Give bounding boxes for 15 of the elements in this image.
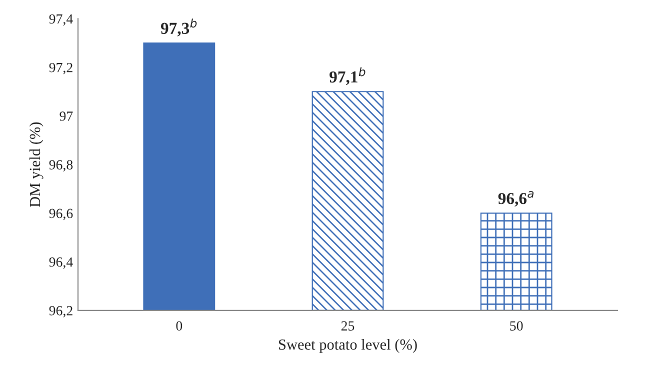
data-label: 96,6$^{a}$ [498, 191, 534, 207]
y-tick-label: 96,8 [49, 160, 73, 172]
y-tick-label: 97,2 [49, 62, 72, 74]
y-tick-label: 96,6 [49, 208, 73, 220]
y-tick-label: 96,4 [49, 257, 73, 269]
y-axis-title: DM yield (%) [29, 122, 44, 207]
y-tick-label: 96,2 [49, 306, 72, 318]
y-tick-label: 97 [60, 112, 73, 121]
y-tick-label: 97,4 [49, 14, 73, 26]
data-label: 97,1$^{b}$ [330, 67, 366, 86]
x-tick-label: 50 [510, 321, 523, 331]
x-axis-title: Sweet potato level (%) [278, 338, 417, 353]
x-tick-label: 0 [176, 321, 182, 331]
x-tick-label: 25 [341, 321, 354, 331]
data-label: 97,3$^{b}$ [160, 18, 197, 36]
